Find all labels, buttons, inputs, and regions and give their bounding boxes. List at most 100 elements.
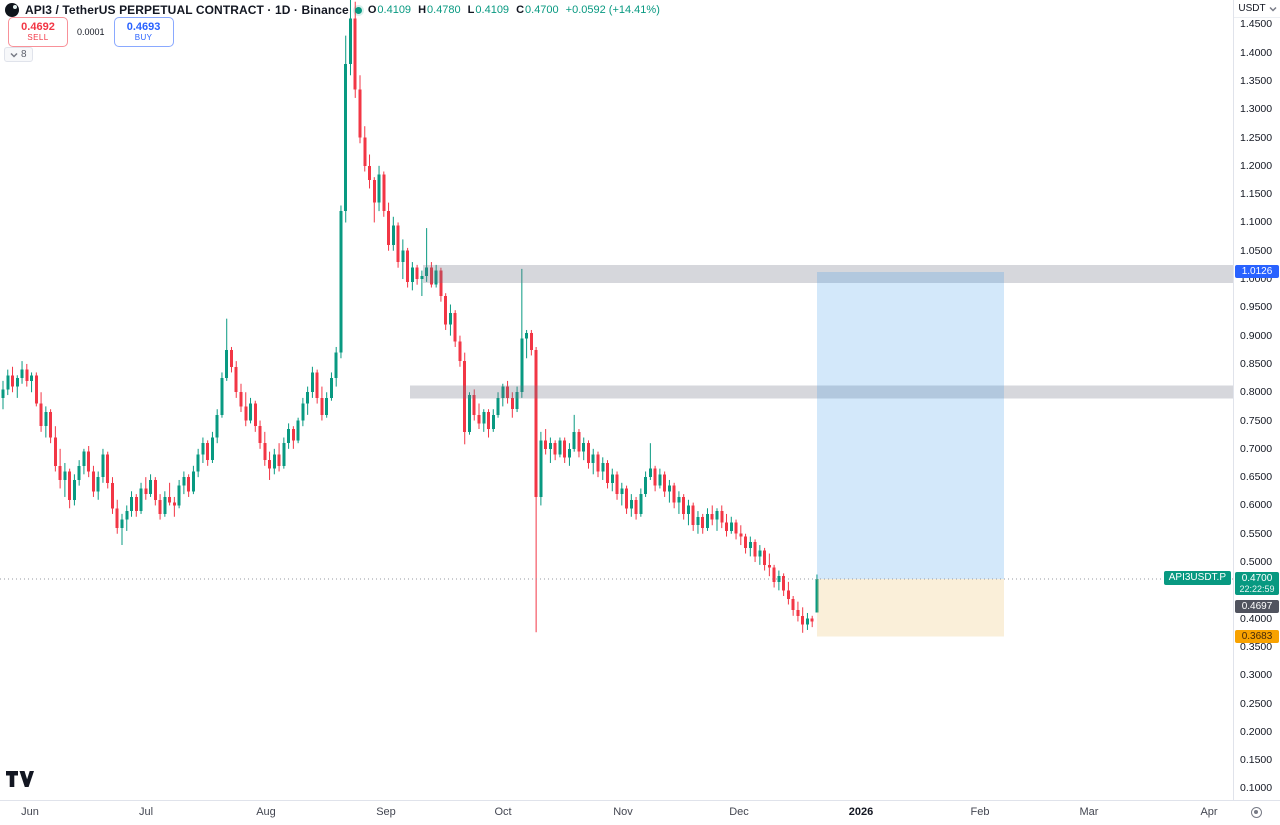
candle-body xyxy=(282,443,286,466)
price-axis-currency-selector[interactable]: USDT xyxy=(1234,0,1280,18)
candle-body xyxy=(253,403,257,427)
target-price-label: 1.0126 xyxy=(1235,264,1279,278)
time-tick-label: Nov xyxy=(613,806,633,818)
time-tick-label: Aug xyxy=(256,806,276,818)
price-axis[interactable]: USDT 1.4500 1.4000 1.3500 1.3000 1.2500 1.200… xyxy=(1233,0,1280,800)
price-tick-label: 0.7500 xyxy=(1240,414,1273,427)
target-icon[interactable] xyxy=(1251,807,1262,818)
candle-body xyxy=(263,443,267,461)
chart-plot-area[interactable]: API3 / TetherUS PERPETUAL CONTRACT · 1D … xyxy=(0,0,1233,800)
candle-body xyxy=(291,429,295,441)
candle-body xyxy=(777,576,781,582)
candle-body xyxy=(82,451,86,466)
candle-body xyxy=(268,460,272,469)
price-tick-label: 1.3500 xyxy=(1240,74,1273,87)
time-tick-label: Jul xyxy=(138,806,154,818)
price-tick-label: 0.1000 xyxy=(1240,782,1273,795)
symbol-title[interactable]: API3 / TetherUS PERPETUAL CONTRACT · 1D … xyxy=(25,3,349,17)
candle-body xyxy=(187,477,191,492)
candle-body xyxy=(49,412,53,438)
candle-body xyxy=(320,397,324,415)
time-tick-label: Oct xyxy=(494,806,512,818)
candle-body xyxy=(429,267,433,285)
candle-body xyxy=(625,488,629,509)
candle-body xyxy=(767,564,771,568)
candle-body xyxy=(720,511,724,523)
candle-body xyxy=(382,174,386,212)
candle-body xyxy=(72,479,76,500)
price-tick-label: 0.5000 xyxy=(1240,556,1273,569)
price-tick-label: 0.8000 xyxy=(1240,386,1273,399)
chevron-down-icon xyxy=(1269,6,1277,12)
countdown-timer: 22:22:59 xyxy=(1239,584,1275,595)
candle-body xyxy=(249,403,253,421)
candle-body xyxy=(144,488,148,495)
candle-body xyxy=(525,332,529,339)
price-tick-label: 0.5500 xyxy=(1240,527,1273,540)
last-price-label: 0.4700 22:22:59 xyxy=(1235,572,1279,596)
price-tick-label: 0.4000 xyxy=(1240,612,1273,625)
candle-body xyxy=(172,502,176,506)
price-tick-label: 0.8500 xyxy=(1240,357,1273,370)
candle-body xyxy=(339,211,343,353)
candle-body xyxy=(739,533,743,537)
candle-body xyxy=(729,522,733,531)
candle-body xyxy=(225,349,229,379)
candle-body xyxy=(315,372,319,398)
candle-body xyxy=(396,225,400,263)
tradingview-logo[interactable] xyxy=(6,771,34,792)
candle-body xyxy=(115,508,119,529)
candle-body xyxy=(601,462,605,472)
candle-body xyxy=(387,211,391,246)
candle-body xyxy=(363,137,367,166)
candle-body xyxy=(558,440,562,455)
candle-body xyxy=(606,462,610,483)
sell-button[interactable]: 0.4692 SELL xyxy=(8,17,68,47)
candle-body xyxy=(553,443,557,455)
candle-body xyxy=(448,312,452,325)
candle-body xyxy=(239,392,243,407)
candle-body xyxy=(658,474,662,486)
ohlc-item: H0.4780 xyxy=(418,4,461,16)
candle-body xyxy=(258,426,262,444)
candle-body xyxy=(110,482,114,509)
candle-body xyxy=(725,522,729,531)
candle-body xyxy=(629,499,633,509)
candle-body xyxy=(301,403,305,421)
candle-body xyxy=(25,369,29,381)
candle-body xyxy=(672,485,676,503)
candle-body xyxy=(325,397,329,415)
candle-body xyxy=(58,465,62,480)
candle-body xyxy=(667,485,671,492)
candle-body xyxy=(453,312,457,342)
object-tree-toggle[interactable]: 8 xyxy=(4,47,33,62)
position-profit-box xyxy=(817,271,1004,580)
price-tick-label: 0.3000 xyxy=(1240,669,1273,682)
candle-body xyxy=(358,89,362,138)
candle-body xyxy=(158,499,162,514)
sell-label: SELL xyxy=(27,32,49,42)
candle-body xyxy=(410,267,414,282)
candle-body xyxy=(648,468,652,478)
candle-body xyxy=(534,349,538,497)
ohlc-readout: O0.4109 H0.4780 L0.4109 C0.4700 +0.0592 (+14… xyxy=(368,4,660,16)
candle-body xyxy=(215,414,219,438)
market-status-dot[interactable] xyxy=(354,6,362,14)
currency-label: USDT xyxy=(1238,3,1266,14)
candle-body xyxy=(710,513,714,520)
candle-body xyxy=(577,431,581,452)
price-tick-label: 1.1000 xyxy=(1240,216,1273,229)
candle-body xyxy=(287,429,291,444)
price-tick-label: 0.9500 xyxy=(1240,301,1273,314)
candle-body xyxy=(753,542,757,557)
candle-body xyxy=(515,392,519,410)
candle-body xyxy=(529,332,533,350)
candle-body xyxy=(472,395,476,415)
candle-body xyxy=(677,496,681,503)
buy-button[interactable]: 0.4693 BUY xyxy=(113,17,174,47)
time-axis[interactable]: Jun Jul Aug Sep Oct Nov Dec 2026 Feb Mar Apr xyxy=(0,800,1280,825)
price-tick-label: 1.2000 xyxy=(1240,159,1273,172)
candle-body xyxy=(701,516,705,529)
candle-body xyxy=(206,443,210,461)
time-tick-label: Dec xyxy=(729,806,749,818)
